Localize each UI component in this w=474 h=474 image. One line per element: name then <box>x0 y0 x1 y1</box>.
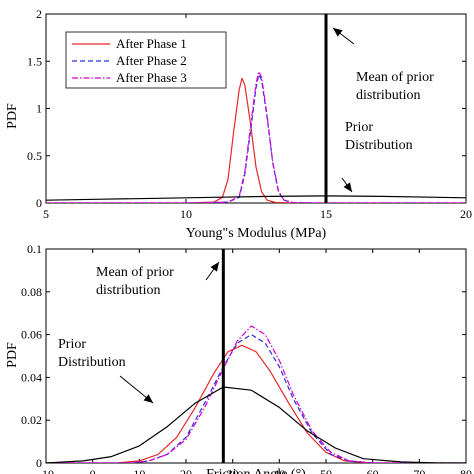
x-tick-label: 80 <box>460 467 472 474</box>
x-axis-label: Friction Angle (°) <box>206 467 306 474</box>
y-axis-label: PDF <box>5 342 20 368</box>
x-tick-label: 40 <box>273 467 285 474</box>
y-tick-label: 0.06 <box>21 328 42 342</box>
x-tick-label: 5 <box>43 207 49 221</box>
annotation-text: Mean of prior <box>356 70 434 85</box>
y-tick-label: 0.5 <box>27 149 42 163</box>
x-tick-label: 10 <box>133 467 145 474</box>
x-tick-label: 70 <box>413 467 425 474</box>
chart-friction-angle: -10 0 10 20 30 40 50 60 70 8000.020.040.060.080.1… <box>5 242 472 474</box>
plot-frame <box>45 248 467 464</box>
y-tick-label: 0 <box>36 196 42 210</box>
arrow-head <box>143 394 153 403</box>
annotation-text: distribution <box>96 283 161 298</box>
series-after-phase-2 <box>46 334 466 463</box>
y-tick-label: 1 <box>36 102 42 116</box>
series-prior-distribution <box>46 195 466 201</box>
y-tick-label: 0 <box>36 456 42 470</box>
x-tick-label: 0 <box>90 467 96 474</box>
y-tick-label: 0.08 <box>21 285 42 299</box>
x-tick-label: -10 <box>38 467 54 474</box>
arrow-head <box>343 182 352 192</box>
chart-youngs-modulus: 5 10 15 20 0 0.5 1 1.5 2 Young"s Modulus (MPa) PDF… <box>5 7 472 241</box>
series-after-phase-3 <box>46 70 466 203</box>
legend: After Phase 1 After Phase 2 After Phase 3 <box>65 31 227 89</box>
x-tick-label: 10 <box>180 207 192 221</box>
legend-label: After Phase 2 <box>116 53 187 68</box>
y-tick-label: 1.5 <box>27 54 42 68</box>
x-tick-label: 50 <box>320 467 332 474</box>
legend-label: After Phase 3 <box>116 70 187 85</box>
legend-label: After Phase 1 <box>116 36 187 51</box>
series-after-phase-3 <box>46 325 466 463</box>
x-tick-label: 30 <box>227 467 239 474</box>
annotation-text: Prior <box>345 120 373 135</box>
x-tick-label: 15 <box>320 207 332 221</box>
arrow-head <box>210 262 219 272</box>
legend-box <box>65 31 227 89</box>
annotation-text: Prior <box>58 337 86 352</box>
x-tick-label: 60 <box>367 467 379 474</box>
arrow-head <box>333 28 343 37</box>
series-group <box>46 325 466 463</box>
series-prior-distribution <box>46 386 466 463</box>
y-tick-label: 0.02 <box>21 413 42 427</box>
x-tick-label: 20 <box>460 207 472 221</box>
x-axis-label: Young"s Modulus (MPa) <box>186 226 327 241</box>
y-tick-label: 0.04 <box>21 370 42 384</box>
annotation-text: distribution <box>356 88 421 103</box>
annotation-text: Mean of prior <box>96 265 174 280</box>
y-tick-label: 2 <box>36 7 42 21</box>
series-after-phase-1 <box>46 77 466 203</box>
y-tick-label: 0.1 <box>27 242 42 256</box>
y-axis-label: PDF <box>5 103 20 129</box>
annotation-text: Distribution <box>58 355 126 370</box>
series-group <box>46 70 466 203</box>
x-tick-label: 20 <box>180 467 192 474</box>
annotation-text: Distribution <box>345 138 413 153</box>
